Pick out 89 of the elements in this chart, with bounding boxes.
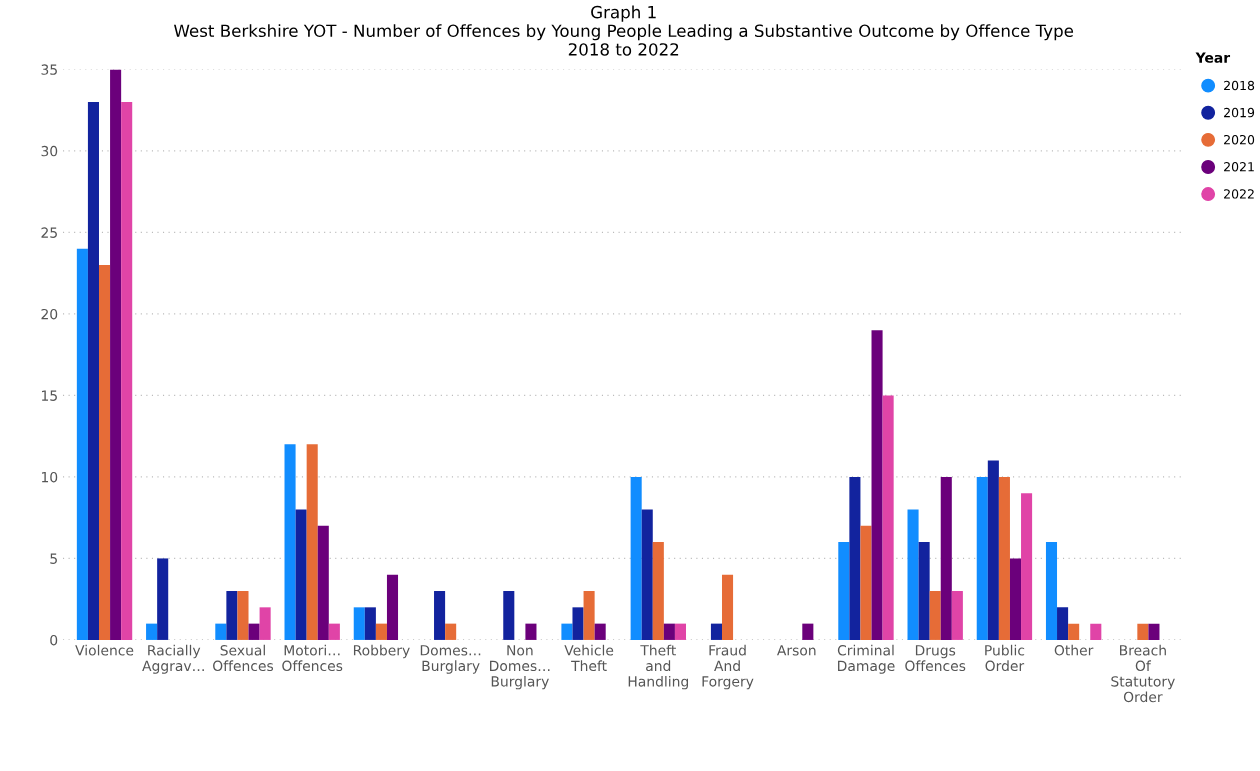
bar bbox=[652, 542, 664, 640]
bar bbox=[76, 248, 88, 640]
bar bbox=[722, 574, 734, 640]
bar bbox=[882, 395, 894, 640]
bar bbox=[434, 591, 446, 640]
bar bbox=[1137, 623, 1149, 640]
bar bbox=[929, 591, 941, 640]
bar bbox=[674, 623, 686, 640]
y-tick-label: 10 bbox=[41, 471, 58, 483]
bar bbox=[583, 591, 595, 640]
bar bbox=[1090, 623, 1102, 640]
bar bbox=[99, 265, 111, 640]
x-tick-label: Drugs Offences bbox=[905, 645, 966, 672]
bar bbox=[1021, 493, 1033, 640]
bar bbox=[907, 509, 919, 640]
bar bbox=[1057, 607, 1069, 640]
bar bbox=[364, 607, 376, 640]
bar bbox=[445, 623, 457, 640]
x-tick-label: Sexual Offences bbox=[213, 644, 274, 672]
bar bbox=[987, 460, 999, 640]
bar bbox=[663, 623, 675, 640]
bar bbox=[630, 476, 642, 640]
bar bbox=[237, 591, 249, 640]
bar bbox=[998, 476, 1010, 640]
x-tick-label: Robbery bbox=[353, 644, 410, 659]
y-tick-label: 20 bbox=[41, 308, 58, 320]
legend-title: Year bbox=[1195, 52, 1231, 63]
bar bbox=[594, 623, 606, 640]
x-tick-label: Criminal Damage bbox=[837, 644, 895, 674]
bar bbox=[157, 558, 169, 640]
y-tick-label: 0 bbox=[50, 634, 58, 646]
chart-title: Graph 1 West Berkshire YOT - Number of Offences by Young People Leading a Substantive Outcome by Offence Type 2018 to 2022 bbox=[174, 5, 1074, 56]
bar bbox=[306, 444, 318, 640]
legend-label: 2022 bbox=[1224, 189, 1254, 199]
bar bbox=[951, 591, 963, 640]
bar bbox=[215, 623, 227, 640]
x-tick-label: Fraud And Forgery bbox=[702, 644, 754, 690]
bar bbox=[121, 101, 133, 640]
bar bbox=[248, 623, 260, 640]
bar bbox=[918, 542, 930, 640]
legend-label: 2020 bbox=[1224, 134, 1255, 145]
x-tick-label: Theft and Handling bbox=[628, 644, 688, 690]
bar bbox=[1068, 623, 1080, 640]
bar bbox=[317, 525, 329, 640]
bar bbox=[226, 591, 238, 640]
legend-label: 2018 bbox=[1224, 80, 1255, 91]
y-tick-label: 25 bbox=[41, 227, 57, 238]
y-tick-label: 5 bbox=[50, 553, 57, 564]
bar bbox=[1148, 623, 1160, 640]
x-tick-label: Motori… Offences bbox=[282, 644, 343, 672]
x-tick-label: Violence bbox=[75, 644, 134, 656]
bar bbox=[940, 476, 952, 640]
bar bbox=[1045, 542, 1058, 640]
bar bbox=[295, 509, 307, 640]
legend-label: 2021 bbox=[1224, 162, 1254, 172]
bar bbox=[976, 476, 988, 640]
y-tick-label: 15 bbox=[41, 390, 57, 401]
bar bbox=[110, 69, 122, 640]
bar bbox=[838, 542, 850, 640]
bar bbox=[871, 330, 883, 640]
bar bbox=[353, 607, 365, 640]
y-tick-label: 35 bbox=[41, 64, 57, 75]
bar bbox=[802, 623, 814, 640]
bar bbox=[328, 623, 340, 640]
x-tick-label: Arson bbox=[776, 645, 816, 656]
bar bbox=[503, 591, 515, 640]
bar bbox=[284, 444, 296, 640]
x-tick-label: Non Domes… Burglary bbox=[490, 645, 550, 690]
x-tick-label: Vehicle Theft bbox=[564, 644, 614, 672]
bar bbox=[641, 509, 653, 640]
bar bbox=[572, 607, 584, 640]
y-tick-label: 30 bbox=[41, 145, 58, 157]
bar bbox=[146, 623, 158, 640]
bar bbox=[1009, 558, 1022, 640]
x-tick-label: Public Order bbox=[985, 644, 1025, 672]
x-tick-label: Breach Of Statutory Order bbox=[1111, 644, 1175, 703]
bar bbox=[87, 101, 99, 640]
bar bbox=[259, 607, 271, 640]
x-tick-label: Other bbox=[1054, 644, 1094, 656]
bar bbox=[860, 525, 872, 640]
x-tick-label: Domes… Burglary bbox=[420, 645, 481, 674]
legend-label: 2019 bbox=[1224, 107, 1255, 118]
bar bbox=[849, 476, 861, 640]
x-tick-label: Racially Aggrav… bbox=[142, 644, 204, 674]
bar bbox=[375, 623, 387, 640]
bar bbox=[386, 574, 399, 640]
bar bbox=[710, 623, 722, 640]
bar bbox=[525, 623, 537, 640]
bar bbox=[561, 623, 573, 640]
